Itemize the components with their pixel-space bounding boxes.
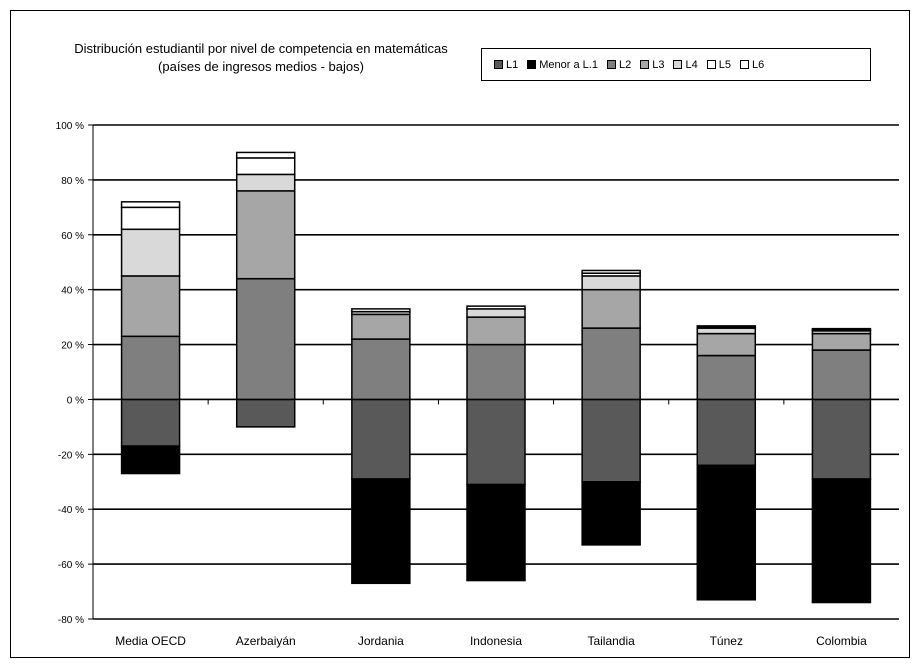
bar-segment	[351, 478, 411, 585]
legend-swatch	[739, 60, 749, 69]
bar-segment	[581, 275, 641, 291]
y-tick-label: 60 %	[61, 231, 84, 242]
legend-item: L1	[494, 59, 518, 71]
y-tick-label: 20 %	[61, 341, 84, 352]
y-tick-label: 40 %	[61, 286, 84, 297]
bar-segment	[235, 151, 296, 159]
bar-segment	[466, 483, 526, 582]
x-tick-label: Azerbaiyán	[236, 634, 296, 648]
bar-segment	[466, 398, 526, 486]
x-tick-label: Tailandia	[587, 634, 635, 648]
bar-segment	[466, 305, 526, 310]
chart-subtitle: (países de ingresos medios - bajos)	[158, 59, 364, 74]
legend-item: L5	[706, 58, 731, 71]
bar-segment	[351, 338, 411, 401]
legend-label: L3	[652, 58, 665, 71]
legend-label: Menor a L.1	[539, 58, 598, 71]
legend-swatch	[706, 60, 716, 69]
y-tick-label: 80 %	[61, 176, 84, 187]
bar-segment	[235, 277, 296, 401]
legend-item: L3	[640, 59, 664, 71]
legend-swatch	[673, 60, 683, 69]
bar-segment	[811, 349, 872, 401]
chart-legend: L1 Menor a L.1 L2 L3 L4 L5 L6	[481, 48, 871, 81]
legend-swatch	[494, 60, 503, 69]
bar-segment	[811, 327, 872, 331]
x-tick-label: Túnez	[710, 634, 743, 648]
bar-segment	[351, 398, 411, 480]
y-tick-label: -40 %	[58, 505, 84, 516]
legend-label: L1	[506, 58, 519, 71]
bar-segment	[466, 343, 526, 401]
legend-label: L6	[751, 58, 765, 71]
bar-segment	[466, 308, 526, 318]
bar-segment	[696, 464, 757, 601]
bar-segment	[120, 335, 181, 401]
bar-segment	[351, 313, 411, 340]
x-tick-label: Colombia	[816, 634, 867, 648]
legend-item: L6	[739, 58, 765, 71]
legend-label: L2	[618, 58, 632, 71]
y-tick-label: 100 %	[56, 121, 84, 132]
bar-segment	[120, 228, 181, 277]
bar-segment	[120, 201, 181, 209]
bar-segment	[811, 398, 872, 480]
legend-item: L4	[673, 58, 698, 71]
bar-segment	[120, 445, 181, 475]
legend-swatch	[606, 60, 616, 69]
y-tick-label: 0 %	[67, 395, 84, 406]
bar-segment	[581, 327, 641, 401]
x-tick-label: Media OECD	[115, 634, 186, 648]
legend-item: L2	[606, 58, 632, 71]
chart-title: Distribución estudiantil por nivel de co…	[74, 41, 448, 56]
bar-segment	[696, 354, 757, 401]
bar-segment	[120, 206, 181, 231]
bar-segment	[235, 157, 296, 176]
bar-segment	[581, 481, 641, 546]
bar-segment	[120, 398, 181, 447]
bar-segment	[696, 327, 757, 335]
chart-frame: -80 % -60 % -40 % -20 % 0 % 20 % 40 % 60 % 80 % 1…	[10, 10, 910, 658]
bar-segment	[581, 269, 641, 274]
legend-label: L4	[685, 58, 698, 71]
bar-segment	[235, 190, 296, 280]
chart-plot: -80 % -60 % -40 % -20 % 0 % 20 % 40 % 60 % 80 % 1…	[56, 121, 899, 648]
bar-segment	[351, 308, 411, 313]
legend-label: L5	[718, 58, 731, 71]
bar-segment	[581, 288, 641, 329]
bar-segment	[811, 478, 872, 604]
legend-swatch	[640, 60, 650, 69]
bar-segment	[466, 316, 526, 346]
bar-segment	[235, 173, 296, 192]
x-tick-label: Jordania	[358, 634, 404, 648]
bar-segment	[696, 398, 757, 467]
bar-segment	[696, 325, 757, 328]
x-tick-label: Indonesia	[470, 634, 522, 648]
y-tick-label: -20 %	[58, 450, 84, 461]
bar-segment	[581, 398, 641, 483]
y-tick-label: -80 %	[58, 615, 84, 626]
bar-segment	[235, 398, 296, 428]
legend-item: Menor a L.1	[527, 59, 598, 71]
legend-swatch	[527, 60, 537, 69]
bar-segment	[696, 332, 757, 357]
bar-segment	[811, 332, 872, 351]
bar-segment	[120, 275, 181, 338]
y-tick-label: -60 %	[58, 560, 84, 571]
